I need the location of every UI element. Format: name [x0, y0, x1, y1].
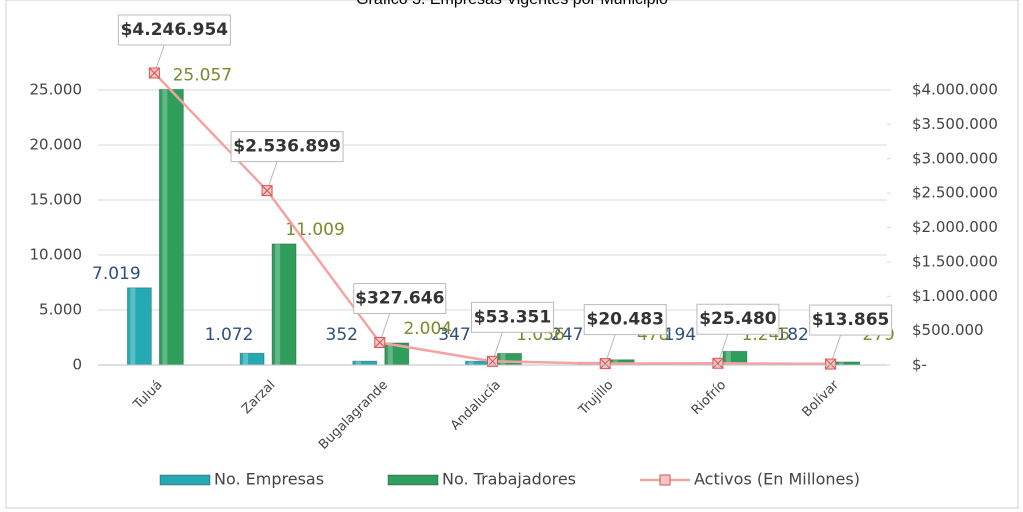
data-label-box [117, 14, 231, 46]
bar [271, 243, 297, 366]
y2-tick-label: $500.000 [912, 321, 984, 339]
bar-highlight [387, 342, 393, 365]
data-label: 11.009 [285, 220, 344, 240]
marker-cross [825, 358, 836, 370]
y2-tick-label: $3.000.000 [912, 149, 998, 167]
data-label: 247 [551, 325, 583, 345]
bar-highlight [130, 287, 136, 365]
y-tick-label: 5.000 [39, 301, 82, 319]
data-label: 352 [326, 325, 358, 345]
data-label: 194 [664, 325, 696, 345]
data-label: $13.865 [812, 310, 889, 330]
y-tick-label: 0 [72, 356, 82, 374]
legend-marker [659, 474, 671, 486]
marker-cross [261, 185, 273, 196]
y-tick-label: 10.000 [30, 246, 83, 264]
legend-label: No. Trabajadores [442, 470, 576, 489]
data-label-box [353, 282, 447, 314]
y2-tick-label: $- [912, 356, 927, 374]
bar-highlight [243, 353, 249, 365]
bar-highlight [162, 89, 168, 366]
bar-highlight [275, 243, 281, 365]
legend-label: No. Empresas [214, 470, 324, 489]
y2-tick-label: $1.500.000 [912, 252, 998, 270]
data-label: 7.019 [92, 264, 141, 284]
data-label: 25.057 [173, 65, 232, 85]
y2-tick-label: $2.000.000 [912, 218, 998, 236]
y-tick-label: 20.000 [30, 136, 83, 154]
y2-tick-label: $2.500.000 [912, 184, 998, 202]
data-label: $20.483 [586, 310, 663, 330]
data-label: $53.351 [474, 307, 551, 327]
data-label: 2.004 [403, 319, 452, 339]
bar [126, 287, 152, 366]
marker-cross [149, 67, 160, 79]
bar-highlight [468, 361, 474, 365]
data-label-box [809, 304, 893, 336]
data-label-box [230, 131, 344, 163]
bar-highlight [500, 353, 506, 365]
marker-cross [712, 357, 724, 369]
data-label: $25.480 [699, 309, 777, 329]
data-label: 182 [776, 325, 808, 345]
y-tick-label: 25.000 [30, 81, 83, 99]
y2-tick-label: $1.000.000 [912, 287, 998, 305]
data-label: $2.536.899 [233, 137, 341, 157]
marker-cross [599, 358, 611, 369]
bar-highlight [355, 361, 361, 365]
chart-title: Gráfico 3. Empresas Vigentes por Municip… [356, 0, 668, 8]
data-label: $4.246.954 [121, 20, 229, 40]
bar-highlight [725, 351, 731, 365]
data-label: $327.646 [355, 288, 444, 308]
bar-highlight [838, 361, 844, 365]
marker-cross [374, 337, 386, 348]
y-tick-label: 15.000 [30, 191, 83, 209]
bar [158, 88, 184, 366]
legend-swatch [159, 474, 211, 486]
data-label-box [696, 303, 780, 335]
y2-tick-label: $3.500.000 [912, 115, 998, 133]
legend-label: Activos (En Millones) [694, 470, 860, 489]
legend-swatch [387, 474, 439, 486]
y2-tick-label: $4.000.000 [912, 81, 998, 99]
data-label: 1.072 [205, 325, 254, 345]
data-label-box [471, 301, 554, 333]
data-label-box [583, 304, 667, 336]
data-label: 347 [438, 325, 470, 345]
